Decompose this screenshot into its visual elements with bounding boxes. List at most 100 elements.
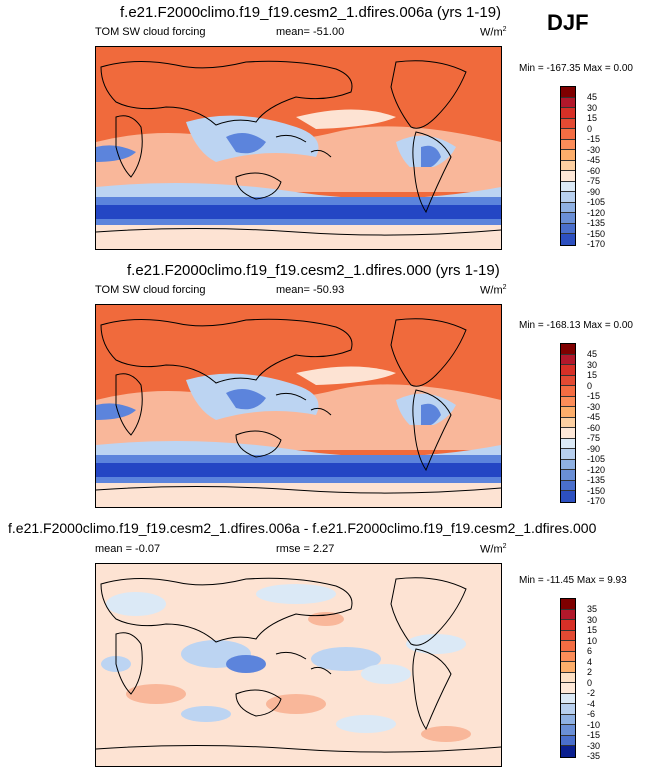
cb-label: 0 [587,380,593,391]
colorbar-swatch [561,491,575,502]
colorbar-swatch [561,108,575,119]
colorbar-swatch [561,396,575,407]
colorbar-swatch [561,693,575,704]
colorbar-swatch [561,213,575,224]
cb-label: -120 [587,464,606,475]
colorbar-swatch [561,118,575,129]
cb-label: -135 [587,218,606,228]
colorbar-swatch [561,438,575,449]
colorbar-swatch [561,386,575,397]
colorbar-swatch [561,139,575,150]
cb-label: -10 [587,719,601,730]
colorbar-swatch [561,202,575,213]
cb-label: -120 [587,207,606,218]
cb-label: -105 [587,454,606,464]
colorbar-swatch [561,160,575,171]
cb-label: 30 [587,614,598,625]
colorbar-swatch [561,354,575,365]
colorbar-swatch [561,672,575,683]
cb-label: -150 [587,228,606,239]
colorbar-swatch [561,714,575,725]
cb-label: 2 [587,667,593,677]
cb-label: -60 [587,422,601,433]
panel3-map [95,563,502,767]
colorbar-swatch [561,609,575,620]
cb-label: -35 [587,751,601,761]
panel2-mean: mean= -50.93 [276,284,345,296]
colorbar-swatch [561,234,575,245]
cb-label: -90 [587,443,601,454]
cb-label: -15 [587,730,601,740]
colorbar-swatch [561,662,575,673]
panel3-colorbar [560,598,576,758]
cb-label: -75 [587,176,601,186]
colorbar-swatch [561,375,575,386]
panel1-units: W/m2 [480,26,507,39]
panel2-title: f.e21.F2000climo.f19_f19.cesm2_1.dfires.… [127,262,500,279]
cb-label: 0 [587,123,593,134]
cb-label: -2 [587,688,596,698]
colorbar-swatch [561,150,575,161]
cb-label: 10 [587,635,598,646]
colorbar-swatch [561,87,575,98]
cb-label: -6 [587,709,596,719]
cb-label: -15 [587,134,601,144]
colorbar-swatch [561,449,575,460]
cb-label: -15 [587,391,601,401]
colorbar-swatch [561,725,575,736]
colorbar-swatch [561,735,575,746]
cb-label: 15 [587,370,598,380]
colorbar-swatch [561,365,575,376]
cb-label: -170 [587,496,606,506]
cb-label: 0 [587,677,593,688]
cb-label: -90 [587,186,601,197]
panel3-minmax: Min = -11.45 Max = 9.93 [519,575,627,586]
panel2-map [95,304,502,508]
colorbar-swatch [561,641,575,652]
colorbar-swatch [561,181,575,192]
colorbar-swatch [561,97,575,108]
panel2-units: W/m2 [480,284,507,297]
cb-label: -30 [587,401,601,412]
colorbar-swatch [561,480,575,491]
cb-label: -30 [587,740,601,751]
cb-label: -4 [587,698,596,709]
cb-label: -45 [587,412,601,422]
colorbar-swatch [561,459,575,470]
cb-label: 30 [587,359,598,370]
cb-label: 30 [587,102,598,113]
cb-label: -75 [587,433,601,443]
colorbar-swatch [561,417,575,428]
colorbar-swatch [561,223,575,234]
cb-label: -135 [587,475,606,485]
cb-label: 15 [587,625,598,635]
cb-label: -30 [587,144,601,155]
colorbar-swatch [561,129,575,140]
panel1-map [95,46,502,250]
cb-label: 45 [587,92,598,102]
colorbar-swatch [561,683,575,694]
cb-label: 35 [587,604,598,614]
panel3-title: f.e21.F2000climo.f19_f19.cesm2_1.dfires.… [8,520,597,536]
cb-label: 45 [587,349,598,359]
panel1-title: f.e21.F2000climo.f19_f19.cesm2_1.dfires.… [120,4,502,21]
colorbar-swatch [561,599,575,610]
panel1-minmax: Min = -167.35 Max = 0.00 [519,63,633,74]
colorbar-swatch [561,407,575,418]
colorbar-swatch [561,192,575,203]
colorbar-swatch [561,428,575,439]
season-label: DJF [547,10,589,35]
colorbar-swatch [561,704,575,715]
colorbar-swatch [561,746,575,757]
panel3-units: W/m2 [480,543,507,556]
colorbar-swatch [561,630,575,641]
cb-label: 6 [587,646,593,656]
panel2-variable: TOM SW cloud forcing [95,284,206,296]
panel1-colorbar [560,86,576,246]
panel2-minmax: Min = -168.13 Max = 0.00 [519,320,633,331]
colorbar-swatch [561,171,575,182]
colorbar-swatch [561,651,575,662]
colorbar-swatch [561,344,575,355]
panel3-rmse: rmse = 2.27 [276,543,335,555]
cb-label: -105 [587,197,606,207]
